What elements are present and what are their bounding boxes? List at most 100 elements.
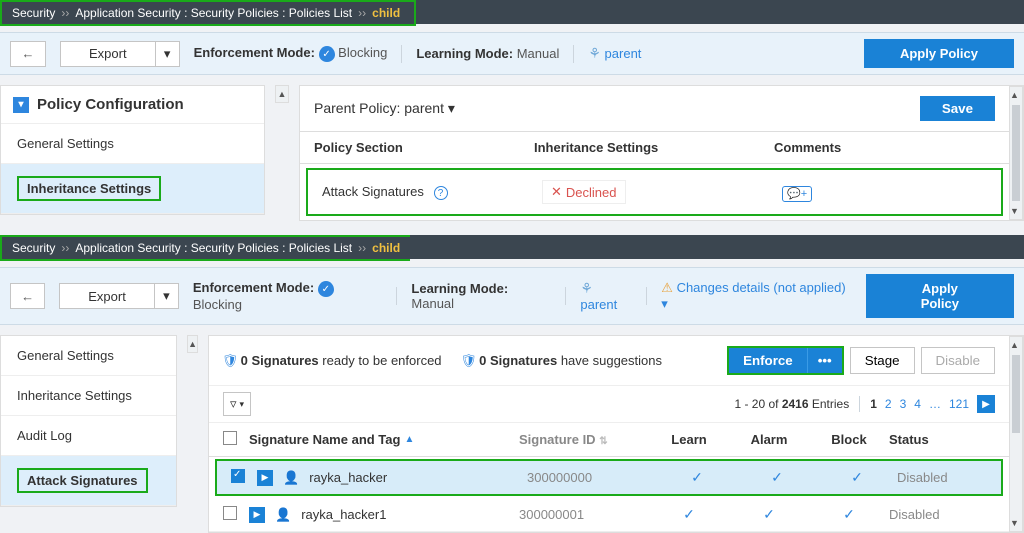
bc-seg[interactable]: Security xyxy=(12,241,55,255)
chevron-down-icon[interactable]: ▾ xyxy=(448,100,455,116)
export-button[interactable]: Export ▾ xyxy=(60,41,180,67)
export-button[interactable]: Export ▾ xyxy=(59,283,179,309)
enforcement-mode: Enforcement Mode: ✓ Blocking xyxy=(194,45,388,63)
pagination: 1 - 20 of 2416 Entries 1 2 3 4 … 121 ▶ xyxy=(734,395,995,413)
sig-status: Disabled xyxy=(897,470,987,485)
breadcrumb[interactable]: Security ›› Application Security : Secur… xyxy=(0,0,416,26)
bc-seg[interactable]: Application Security : Security Policies… xyxy=(75,6,352,20)
inheritance-cell[interactable]: ✕Declined xyxy=(542,180,782,204)
signatures-summary: 🛡 0 Signatures ready to be enforced 🛡 0 … xyxy=(209,336,1009,386)
expand-icon[interactable]: ▶ xyxy=(257,470,273,486)
check-icon: ✓ xyxy=(691,469,703,485)
bc-current: child xyxy=(372,6,400,20)
tree-icon: ⚘ xyxy=(588,45,601,61)
tree-icon: ⚘ xyxy=(580,280,593,296)
scroll-down-icon[interactable]: ▼ xyxy=(1010,203,1022,219)
signatures-panel: 🛡 0 Signatures ready to be enforced 🛡 0 … xyxy=(208,335,1024,533)
bc-seg[interactable]: Application Security : Security Policies… xyxy=(75,241,352,255)
sidebar-header[interactable]: ▾ Policy Configuration xyxy=(1,86,264,124)
col-name[interactable]: Signature Name and Tag ▲ xyxy=(249,432,519,447)
check-icon: ✓ xyxy=(763,506,775,522)
row-checkbox[interactable] xyxy=(231,469,245,483)
col-alarm[interactable]: Alarm xyxy=(729,432,809,447)
enforce-group: Enforce ••• xyxy=(727,346,844,375)
table-row[interactable]: Attack Signatures ? ✕Declined 💬+ xyxy=(306,168,1003,216)
sidebar-scrollbar[interactable]: ▲ xyxy=(187,335,198,353)
parent-link[interactable]: ⚘ parent xyxy=(580,280,632,312)
col-id[interactable]: Signature ID ⇅ xyxy=(519,432,649,447)
row-checkbox[interactable] xyxy=(223,506,237,520)
filter-button[interactable]: ▿▾ xyxy=(223,392,251,416)
stage-button[interactable]: Stage xyxy=(850,347,915,374)
page-range: 1 - 20 of 2416 Entries xyxy=(734,397,849,411)
col-block[interactable]: Block xyxy=(809,432,889,447)
col-status[interactable]: Status xyxy=(889,432,979,447)
page-last[interactable]: 121 xyxy=(949,397,969,411)
back-button[interactable]: ← xyxy=(10,283,45,309)
bc-seg[interactable]: Security xyxy=(12,6,55,20)
page-4[interactable]: 4 xyxy=(914,397,921,411)
parent-link[interactable]: ⚘ parent xyxy=(588,45,641,62)
enforce-button[interactable]: Enforce xyxy=(729,348,807,373)
sidebar-item-inheritance[interactable]: Inheritance Settings xyxy=(1,376,176,416)
sidebar-item-signatures[interactable]: Attack Signatures xyxy=(1,456,176,506)
help-icon[interactable]: ? xyxy=(434,186,448,200)
scroll-down-icon[interactable]: ▼ xyxy=(1010,515,1022,531)
disable-button[interactable]: Disable xyxy=(921,347,995,374)
warning-icon: ⚠ xyxy=(661,280,673,295)
close-icon: ✕ xyxy=(551,184,562,200)
sidebar-item-audit[interactable]: Audit Log xyxy=(1,416,176,456)
comments-cell[interactable]: 💬+ xyxy=(782,185,987,200)
sig-id: 300000000 xyxy=(527,470,657,485)
sig-id: 300000001 xyxy=(519,507,649,522)
sort-asc-icon: ▲ xyxy=(404,434,414,445)
apply-policy-button[interactable]: Apply Policy xyxy=(866,274,1014,318)
expand-icon[interactable]: ▶ xyxy=(249,507,265,523)
chevron-down-icon[interactable]: ▾ xyxy=(155,42,179,66)
table-header: Policy Section Inheritance Settings Comm… xyxy=(300,131,1009,164)
sidebar: General Settings Inheritance Settings Au… xyxy=(0,335,177,507)
learning-mode: Learning Mode: Manual xyxy=(411,281,551,311)
scroll-up-icon[interactable]: ▲ xyxy=(1010,87,1022,103)
toolbar: ← Export ▾ Enforcement Mode: ✓ Blocking … xyxy=(0,32,1024,75)
page-1[interactable]: 1 xyxy=(870,397,877,411)
learning-mode: Learning Mode: Manual xyxy=(416,46,559,61)
page-next-button[interactable]: ▶ xyxy=(977,395,995,413)
scroll-up-icon[interactable]: ▲ xyxy=(278,86,287,102)
shield-icon: 🛡 xyxy=(462,354,476,368)
save-button[interactable]: Save xyxy=(920,96,995,121)
parent-policy-label: Parent Policy: parent ▾ xyxy=(314,100,455,117)
apply-policy-button[interactable]: Apply Policy xyxy=(864,39,1014,68)
chevron-down-icon[interactable]: ▾ xyxy=(154,284,178,308)
user-icon: 👤 xyxy=(283,470,299,486)
breadcrumb[interactable]: Security ›› Application Security : Secur… xyxy=(0,235,410,261)
scroll-up-icon[interactable]: ▲ xyxy=(188,336,197,352)
sig-name-cell[interactable]: ▶ 👤 rayka_hacker1 xyxy=(249,507,519,523)
col-learn[interactable]: Learn xyxy=(649,432,729,447)
comment-add-icon[interactable]: 💬+ xyxy=(782,186,812,202)
sidebar-item-general[interactable]: General Settings xyxy=(1,336,176,376)
enforce-more-button[interactable]: ••• xyxy=(807,348,842,373)
filter-row: ▿▾ 1 - 20 of 2416 Entries 1 2 3 4 … 121 … xyxy=(209,386,1009,423)
select-all-checkbox[interactable] xyxy=(223,431,237,445)
check-icon: ✓ xyxy=(851,469,863,485)
enforcement-mode: Enforcement Mode: ✓ Blocking xyxy=(193,280,383,313)
sidebar-scrollbar[interactable]: ▲ xyxy=(275,85,289,103)
page-3[interactable]: 3 xyxy=(900,397,907,411)
grid-header: Signature Name and Tag ▲ Signature ID ⇅ … xyxy=(209,423,1009,457)
chevron-down-icon[interactable]: ▾ xyxy=(661,296,668,311)
changes-link[interactable]: ⚠ Changes details (not applied) ▾ xyxy=(661,280,851,312)
collapse-icon[interactable]: ▾ xyxy=(13,97,29,113)
grid-row[interactable]: ▶ 👤 rayka_hacker 300000000 ✓ ✓ ✓ Disable… xyxy=(215,459,1003,496)
toolbar: ← Export ▾ Enforcement Mode: ✓ Blocking … xyxy=(0,267,1024,325)
page-2[interactable]: 2 xyxy=(885,397,892,411)
main-scrollbar[interactable]: ▲ ▼ xyxy=(1009,336,1023,532)
scroll-up-icon[interactable]: ▲ xyxy=(1010,337,1022,353)
back-button[interactable]: ← xyxy=(10,41,46,67)
main-scrollbar[interactable]: ▲ ▼ xyxy=(1009,86,1023,220)
sidebar-item-general[interactable]: General Settings xyxy=(1,124,264,164)
grid-row[interactable]: ▶ 👤 rayka_hacker1 300000001 ✓ ✓ ✓ Disabl… xyxy=(209,498,1009,532)
check-icon: ✓ xyxy=(771,469,783,485)
sidebar-item-inheritance[interactable]: Inheritance Settings xyxy=(1,164,264,214)
sig-name-cell[interactable]: ▶ 👤 rayka_hacker xyxy=(257,470,527,486)
